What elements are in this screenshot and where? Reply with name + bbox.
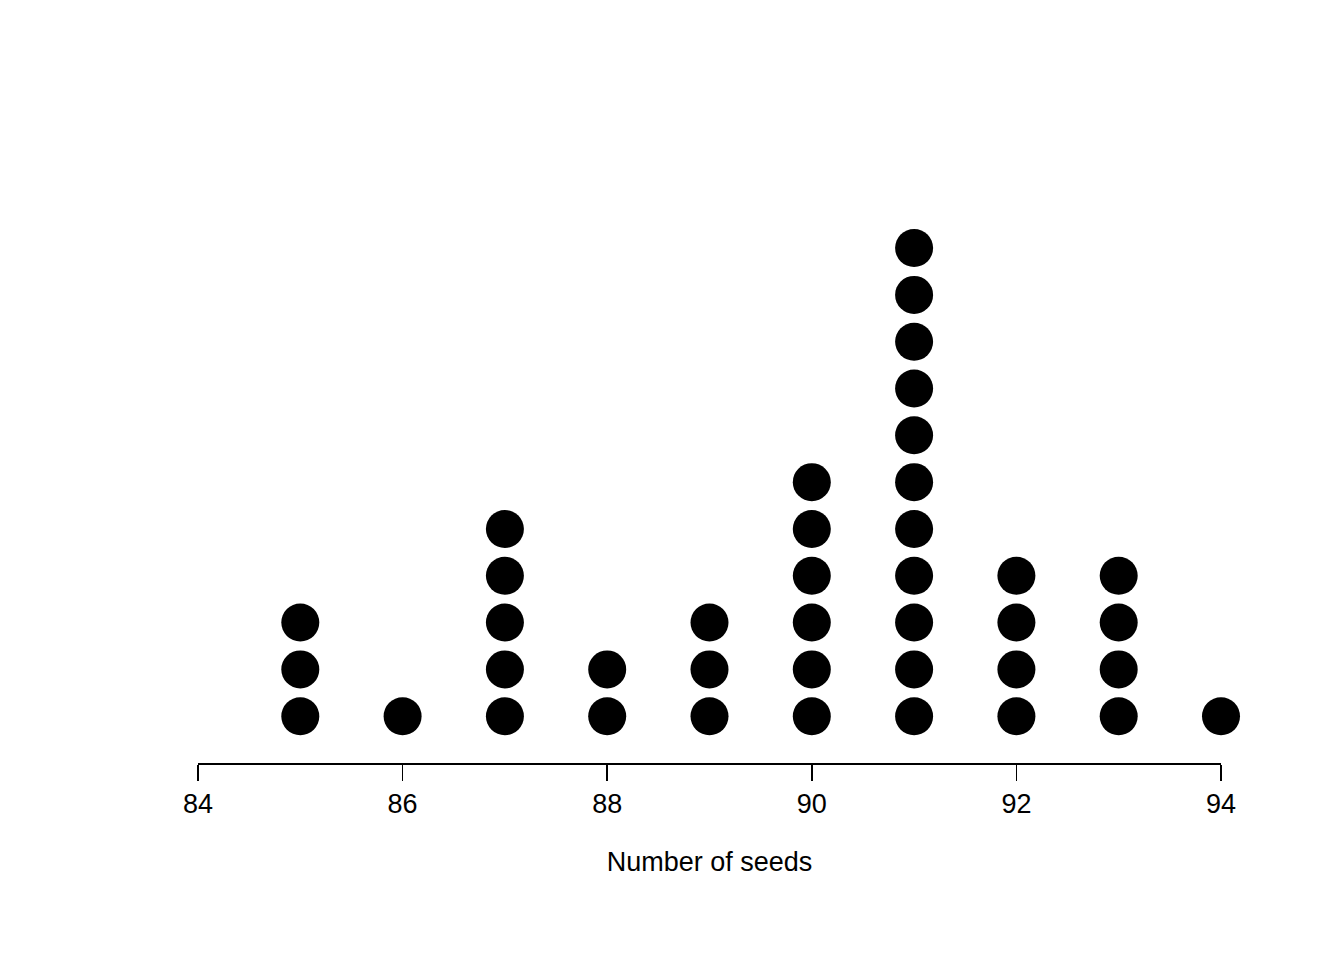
svg-text:84: 84: [183, 789, 213, 819]
svg-text:90: 90: [797, 789, 827, 819]
svg-text:86: 86: [388, 789, 418, 819]
svg-text:92: 92: [1001, 789, 1031, 819]
svg-text:94: 94: [1206, 789, 1236, 819]
svg-text:88: 88: [592, 789, 622, 819]
svg-text:Number of seeds: Number of seeds: [607, 847, 813, 877]
